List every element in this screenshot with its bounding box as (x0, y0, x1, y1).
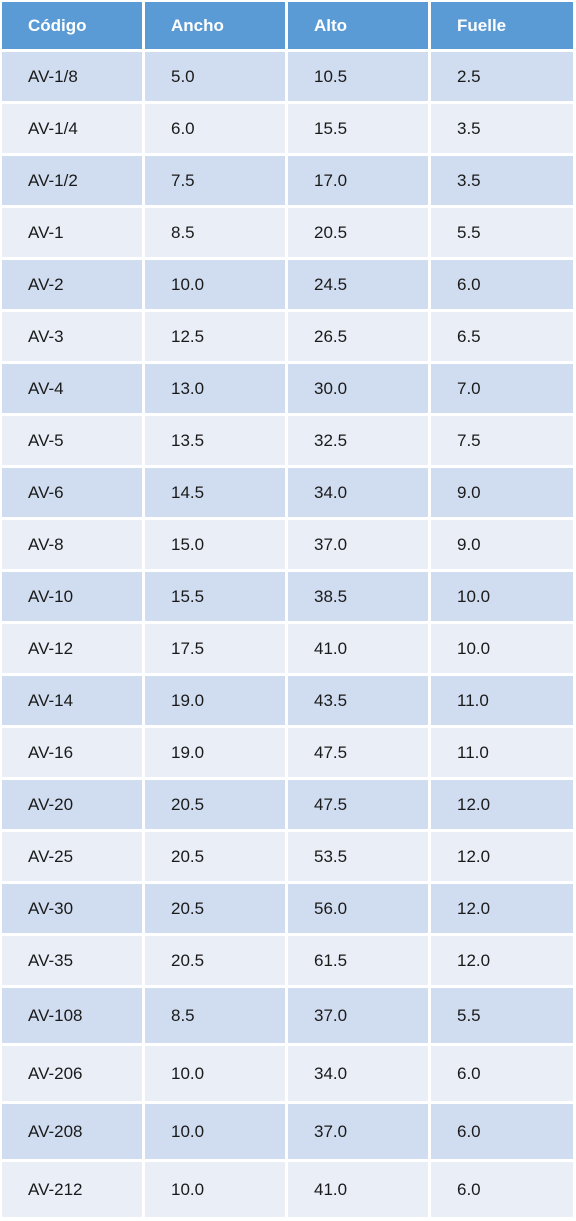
table-cell: AV-212 (2, 1162, 142, 1217)
header-cell: Código (2, 2, 142, 49)
table-cell: AV-6 (2, 468, 142, 517)
table-cell: AV-5 (2, 416, 142, 465)
table-cell: 20.5 (145, 832, 285, 881)
table-cell: 9.0 (431, 520, 573, 569)
table-cell: 10.0 (145, 260, 285, 309)
table-cell: 10.0 (145, 1162, 285, 1217)
table-cell: 20.5 (288, 208, 428, 257)
table-cell: 6.0 (431, 260, 573, 309)
table-cell: 6.5 (431, 312, 573, 361)
table-cell: 11.0 (431, 676, 573, 725)
table-cell: 19.0 (145, 676, 285, 725)
table-cell: 38.5 (288, 572, 428, 621)
table-cell: 3.5 (431, 104, 573, 153)
table-cell: 19.0 (145, 728, 285, 777)
table-cell: 56.0 (288, 884, 428, 933)
table-cell: AV-108 (2, 988, 142, 1043)
table-cell: 26.5 (288, 312, 428, 361)
table-cell: 12.5 (145, 312, 285, 361)
table-cell: 2.5 (431, 52, 573, 101)
table-cell: AV-2 (2, 260, 142, 309)
table-cell: 61.5 (288, 936, 428, 985)
table-cell: AV-30 (2, 884, 142, 933)
table-cell: 10.0 (431, 624, 573, 673)
table-cell: AV-4 (2, 364, 142, 413)
table-cell: 5.5 (431, 208, 573, 257)
table-cell: 10.0 (145, 1046, 285, 1101)
table-cell: 20.5 (145, 884, 285, 933)
table-cell: 13.5 (145, 416, 285, 465)
table-cell: 37.0 (288, 520, 428, 569)
table-cell: 15.5 (145, 572, 285, 621)
table-cell: 10.0 (431, 572, 573, 621)
table-cell: 7.0 (431, 364, 573, 413)
table-cell: 11.0 (431, 728, 573, 777)
table-cell: 43.5 (288, 676, 428, 725)
table-cell: AV-206 (2, 1046, 142, 1101)
table-cell: 7.5 (145, 156, 285, 205)
table-cell: 9.0 (431, 468, 573, 517)
table-cell: AV-1/4 (2, 104, 142, 153)
table-cell: 8.5 (145, 208, 285, 257)
table-cell: 47.5 (288, 728, 428, 777)
table-cell: 6.0 (431, 1046, 573, 1101)
table-cell: AV-10 (2, 572, 142, 621)
table-cell: 6.0 (431, 1104, 573, 1159)
table-cell: 37.0 (288, 1104, 428, 1159)
table-cell: AV-208 (2, 1104, 142, 1159)
table-cell: 15.5 (288, 104, 428, 153)
table-cell: AV-8 (2, 520, 142, 569)
table-cell: 32.5 (288, 416, 428, 465)
table-cell: 7.5 (431, 416, 573, 465)
table-cell: 53.5 (288, 832, 428, 881)
table-cell: 10.0 (145, 1104, 285, 1159)
table-cell: 20.5 (145, 780, 285, 829)
table-cell: 12.0 (431, 936, 573, 985)
table-cell: AV-35 (2, 936, 142, 985)
table-cell: 17.0 (288, 156, 428, 205)
table-cell: AV-3 (2, 312, 142, 361)
table-cell: 15.0 (145, 520, 285, 569)
table-cell: 12.0 (431, 832, 573, 881)
table-cell: 34.0 (288, 468, 428, 517)
table-cell: 12.0 (431, 884, 573, 933)
table-cell: 34.0 (288, 1046, 428, 1101)
table-cell: 17.5 (145, 624, 285, 673)
table-cell: 37.0 (288, 988, 428, 1043)
table-cell: AV-16 (2, 728, 142, 777)
table-cell: AV-12 (2, 624, 142, 673)
table-cell: 30.0 (288, 364, 428, 413)
table-cell: 3.5 (431, 156, 573, 205)
table-cell: AV-1/2 (2, 156, 142, 205)
header-cell: Ancho (145, 2, 285, 49)
table-cell: 8.5 (145, 988, 285, 1043)
table-cell: 41.0 (288, 1162, 428, 1217)
table-cell: AV-25 (2, 832, 142, 881)
table-cell: 5.5 (431, 988, 573, 1043)
table-cell: 12.0 (431, 780, 573, 829)
header-cell: Fuelle (431, 2, 573, 49)
table-cell: 6.0 (431, 1162, 573, 1217)
table-cell: AV-20 (2, 780, 142, 829)
table-cell: 14.5 (145, 468, 285, 517)
table-cell: AV-1 (2, 208, 142, 257)
table-cell: AV-14 (2, 676, 142, 725)
table-cell: 5.0 (145, 52, 285, 101)
table-cell: 41.0 (288, 624, 428, 673)
table-cell: 24.5 (288, 260, 428, 309)
table-cell: 6.0 (145, 104, 285, 153)
table-cell: 13.0 (145, 364, 285, 413)
table-cell: AV-1/8 (2, 52, 142, 101)
header-cell: Alto (288, 2, 428, 49)
table-cell: 20.5 (145, 936, 285, 985)
table-cell: 10.5 (288, 52, 428, 101)
table-cell: 47.5 (288, 780, 428, 829)
